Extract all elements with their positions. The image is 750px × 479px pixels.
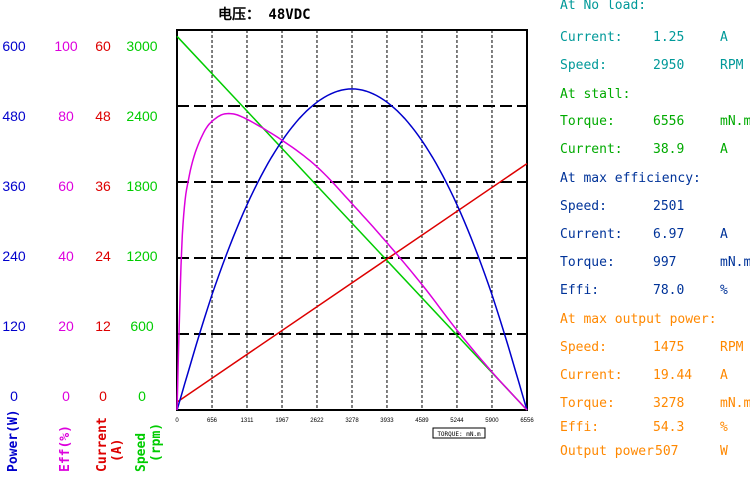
y-axis-name-line2: (A) [110,438,125,462]
y-tick-label-power: 480 [2,108,26,124]
y-tick-label-power: 240 [2,248,26,264]
y-axis-name-eff: Eff(%) [58,425,73,472]
info-unit: mN.m [720,396,750,411]
info-label: Current: [560,368,623,383]
x-tick-label: 656 [207,418,218,424]
info-header-max_power: At max output power: [560,312,717,327]
info-unit: mN.m [720,114,750,129]
info-value: 3278 [653,396,685,411]
info-value: 2501 [653,199,685,214]
info-value: 78.0 [653,283,685,298]
y-tick-label-eff: 80 [58,108,74,124]
info-unit: A [720,227,728,242]
y-axis-name-line1: Speed [134,432,149,472]
info-unit: W [720,444,728,459]
info-label: Effi: [560,283,600,298]
info-label: Output power [560,444,654,459]
y-tick-label-speed: 1800 [126,178,158,194]
info-unit: A [720,368,728,383]
info-unit: A [720,30,728,45]
info-label: Current: [560,142,623,157]
y-tick-label-speed: 600 [130,318,154,334]
info-header-max_eff: At max efficiency: [560,171,701,186]
y-axis-name-speed: Speed (rpm) [134,423,164,472]
info-label: Speed: [560,199,607,214]
info-value: 997 [653,255,677,270]
grid [177,29,527,410]
y-tick-label-current: 60 [95,38,111,54]
y-tick-label-power: 360 [2,178,26,194]
y-axis-name-line1: Current [95,417,110,472]
info-value: 6.97 [653,227,685,242]
y-tick-label-power: 120 [2,318,26,334]
info-unit: RPM [720,58,744,73]
series-current-line [176,162,528,403]
y-tick-label-current: 24 [95,248,111,264]
y-axis-name-line1: Eff(%) [58,425,73,472]
info-label: Current: [560,227,623,242]
x-tick-label: 5244 [450,418,464,424]
x-tick-label: 2622 [310,418,324,424]
y-axis-name-line2: (rpm) [149,422,164,462]
info-value: 19.44 [653,368,693,383]
info-header-no_load: At No load: [560,0,647,13]
x-tick-label: 4589 [415,418,429,424]
y-axis-name-current: Current (A) [95,417,125,472]
info-value: 38.9 [653,142,685,157]
y-tick-label-current: 0 [99,388,107,404]
y-tick-label-speed: 2400 [126,108,158,124]
info-unit: % [720,420,728,435]
info-value: 2950 [653,58,685,73]
info-unit: % [720,283,728,298]
x-tick-label: 0 [175,418,179,424]
info-value: 1475 [653,340,685,355]
y-tick-label-current: 12 [95,318,111,334]
y-tick-label-eff: 60 [58,178,74,194]
info-value: 1.25 [653,30,685,45]
y-tick-label-speed: 0 [138,388,146,404]
y-tick-label-current: 36 [95,178,111,194]
info-label: Torque: [560,396,615,411]
info-value: 6556 [653,114,685,129]
x-axis-label: TORQUE: mN.m [437,431,481,438]
x-tick-label: 6556 [520,418,534,424]
x-tick-labels: 0 656 1311 1967 2622 3278 3933 4589 5244 5900 6556 [175,418,534,424]
info-label: Torque: [560,114,615,129]
y-tick-label-speed: 3000 [126,38,158,54]
info-unit: RPM [720,340,744,355]
series-speed-line [176,35,528,411]
y-tick-label-power: 0 [10,388,18,404]
x-tick-label: 1311 [241,418,255,424]
info-label: Effi: [560,420,600,435]
y-tick-label-eff: 40 [58,248,74,264]
x-tick-label: 3933 [380,418,394,424]
info-label: Speed: [560,58,607,73]
info-header-stall: At stall: [560,87,631,102]
y-tick-label-eff: 100 [54,38,78,54]
info-value: 54.3 [653,420,685,435]
x-tick-label: 5900 [485,418,499,424]
y-axis-name-power: Power(W) [6,409,21,472]
series-layer [176,35,528,411]
x-tick-label: 1967 [275,418,289,424]
y-axis-name-line1: Power(W) [6,409,21,472]
series-power-line [176,88,528,411]
y-tick-label-current: 48 [95,108,111,124]
info-unit: A [720,142,728,157]
chart-title: 电压： 48VDC [218,7,311,23]
info-label: Speed: [560,340,607,355]
y-tick-label-eff: 0 [62,388,70,404]
y-tick-label-speed: 1200 [126,248,158,264]
x-axis-label-box [432,427,486,439]
info-label: Torque: [560,255,615,270]
x-tick-label: 3278 [345,418,359,424]
info-value: 507 [655,444,679,459]
series-eff-line [176,112,528,411]
info-label: Current: [560,30,623,45]
info-unit: mN.m [720,255,750,270]
y-tick-label-power: 600 [2,38,26,54]
y-tick-label-eff: 20 [58,318,74,334]
